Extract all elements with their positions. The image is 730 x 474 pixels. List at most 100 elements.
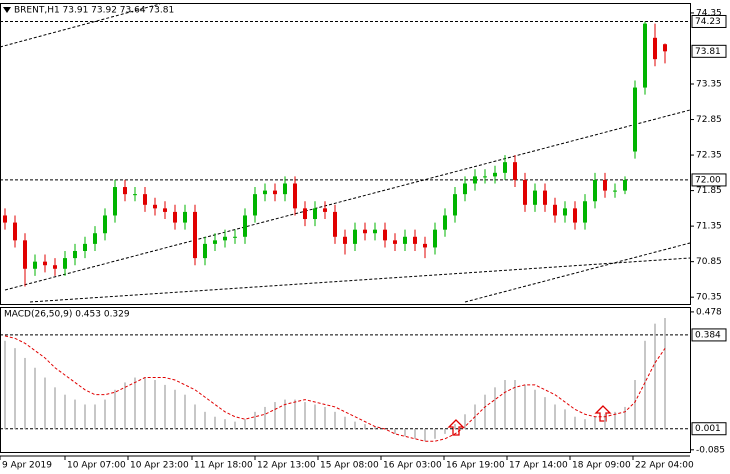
candle-body <box>333 211 337 237</box>
candle-body <box>503 162 507 173</box>
candle-body <box>213 240 217 244</box>
candle-body <box>73 250 77 259</box>
candle-body <box>543 190 547 205</box>
candle-body <box>483 176 487 178</box>
up-arrow <box>594 405 612 422</box>
candle-body <box>443 215 447 230</box>
candle-body <box>163 208 167 212</box>
candle-body <box>623 179 627 191</box>
candle-body <box>263 190 267 195</box>
candle-body <box>493 172 497 177</box>
candle-body <box>153 204 157 209</box>
candle-body <box>423 243 427 248</box>
last-price-box <box>691 44 727 58</box>
candle-body <box>353 229 357 244</box>
y-tick-label: 70.85 <box>696 257 722 267</box>
y-tick-label: 72.85 <box>696 115 722 125</box>
y-tick-label: 72.35 <box>696 151 722 161</box>
candle-body <box>63 258 67 269</box>
x-tick-label: 10 Apr 23:00 <box>130 461 189 471</box>
y-tick-label: 74.35 <box>696 8 722 18</box>
candle-body <box>473 176 477 184</box>
candle-body <box>373 229 377 234</box>
y-tick-label: 0.478 <box>696 307 722 317</box>
x-tick-label: 18 Apr 09:00 <box>572 461 631 471</box>
level-box <box>691 422 727 436</box>
candle-body <box>633 87 637 152</box>
candle-body <box>523 179 527 205</box>
candle-body <box>173 211 177 223</box>
chart-title: BRENT,H1 73.91 73.92 73.64 73.81 <box>14 6 174 16</box>
candle-body <box>113 187 117 216</box>
panel-icon <box>3 7 11 13</box>
candle-body <box>313 208 317 220</box>
candle-body <box>193 211 197 259</box>
y-tick-label: 71.35 <box>696 222 722 232</box>
trendline <box>29 257 691 303</box>
candle-body <box>643 23 647 88</box>
x-tick-label: 11 Apr 18:00 <box>194 461 253 471</box>
candle-body <box>433 229 437 248</box>
x-tick-label: 10 Apr 07:00 <box>67 461 126 471</box>
candle-body <box>613 190 617 192</box>
candle-body <box>3 215 7 223</box>
candle-body <box>393 240 397 244</box>
level-box <box>691 173 727 187</box>
level-box <box>691 328 727 342</box>
trendlines <box>0 3 691 303</box>
last-price-label: 73.81 <box>695 47 721 57</box>
candle-body <box>13 222 17 241</box>
level-label: 0.384 <box>695 330 721 340</box>
level-label: 0.001 <box>695 424 721 434</box>
candle-body <box>593 179 597 202</box>
macd-title: MACD(26,50,9) 0.453 0.329 <box>4 310 130 320</box>
candle-body <box>23 240 27 269</box>
candle-body <box>253 194 257 216</box>
candle-body <box>663 44 667 52</box>
level-label: 74.23 <box>695 17 721 27</box>
level-label: 72.00 <box>695 175 721 185</box>
main-panel-frame <box>0 3 691 305</box>
candle-body <box>323 208 327 212</box>
y-tick-label: 73.35 <box>696 80 722 90</box>
x-tick-label: 9 Apr 2019 <box>2 461 52 471</box>
candle-body <box>573 208 577 223</box>
candle-body <box>133 194 137 196</box>
candle-body <box>53 265 57 269</box>
candle-body <box>293 183 297 209</box>
candle-body <box>43 261 47 266</box>
x-tick-label: 16 Apr 03:00 <box>383 461 442 471</box>
candle-body <box>563 208 567 216</box>
x-tick-label: 22 Apr 04:00 <box>635 461 694 471</box>
x-tick-label: 15 Apr 08:00 <box>320 461 379 471</box>
candle-body <box>343 236 347 244</box>
signal-line <box>4 335 666 442</box>
candle-body <box>553 204 557 216</box>
x-tick-label: 12 Apr 13:00 <box>257 461 316 471</box>
candle-body <box>383 229 387 241</box>
trendline <box>4 109 691 291</box>
level-box <box>691 14 727 28</box>
candle-body <box>183 211 187 223</box>
candle-body <box>243 215 247 237</box>
candle-body <box>463 183 467 195</box>
candle-body <box>83 243 87 251</box>
y-tick-label: -0.085 <box>696 445 725 455</box>
x-tick-label: 16 Apr 19:00 <box>446 461 505 471</box>
candle-body <box>533 190 537 205</box>
candle-body <box>653 37 657 60</box>
candle-body <box>93 233 97 244</box>
candle-body <box>143 194 147 205</box>
macd-panel-frame <box>0 307 691 453</box>
candle-body <box>273 190 277 195</box>
candle-body <box>453 194 457 216</box>
candle-body <box>363 229 367 234</box>
x-tick-label: 17 Apr 14:00 <box>509 461 568 471</box>
trendline <box>464 242 691 303</box>
candle-body <box>203 243 207 259</box>
candle-body <box>223 236 227 241</box>
candle-body <box>403 236 407 244</box>
candle-body <box>283 183 287 195</box>
y-tick-label: 71.85 <box>696 186 722 196</box>
